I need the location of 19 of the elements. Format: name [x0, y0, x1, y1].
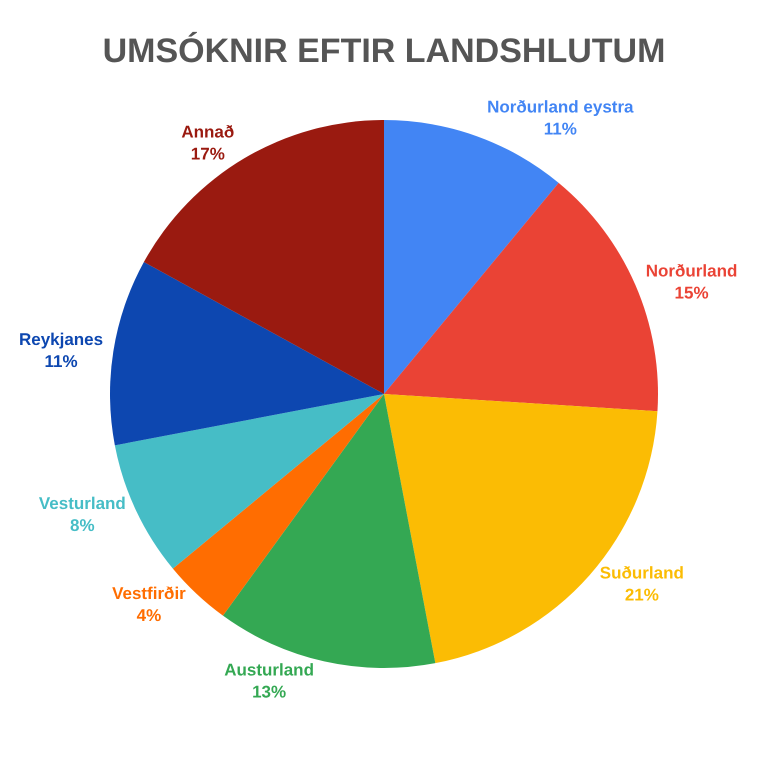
chart-title: UMSÓKNIR EFTIR LANDSHLUTUM — [102, 31, 666, 70]
slice-label: Reykjanes — [18, 330, 104, 350]
slice-label: Vesturland — [38, 494, 126, 513]
slice-label: Norðurland eystra — [487, 97, 634, 116]
slice-label: Norðurland — [646, 261, 738, 280]
data-label: 13% — [252, 682, 286, 702]
pie-slice — [144, 120, 384, 394]
slice-label: Vestfirðir — [112, 584, 186, 604]
data-label: 8% — [70, 516, 95, 535]
data-label: 4% — [136, 606, 162, 626]
data-label: 11% — [544, 120, 577, 139]
data-label: 17% — [190, 144, 225, 164]
slice-label: Annað — [181, 122, 234, 142]
data-label: 15% — [674, 283, 709, 302]
data-label: 11% — [44, 352, 78, 372]
slice-label: Austurland — [224, 660, 314, 680]
data-label: 21% — [624, 586, 659, 605]
pie-slice — [110, 262, 384, 446]
slice-label: Suðurland — [600, 564, 684, 583]
